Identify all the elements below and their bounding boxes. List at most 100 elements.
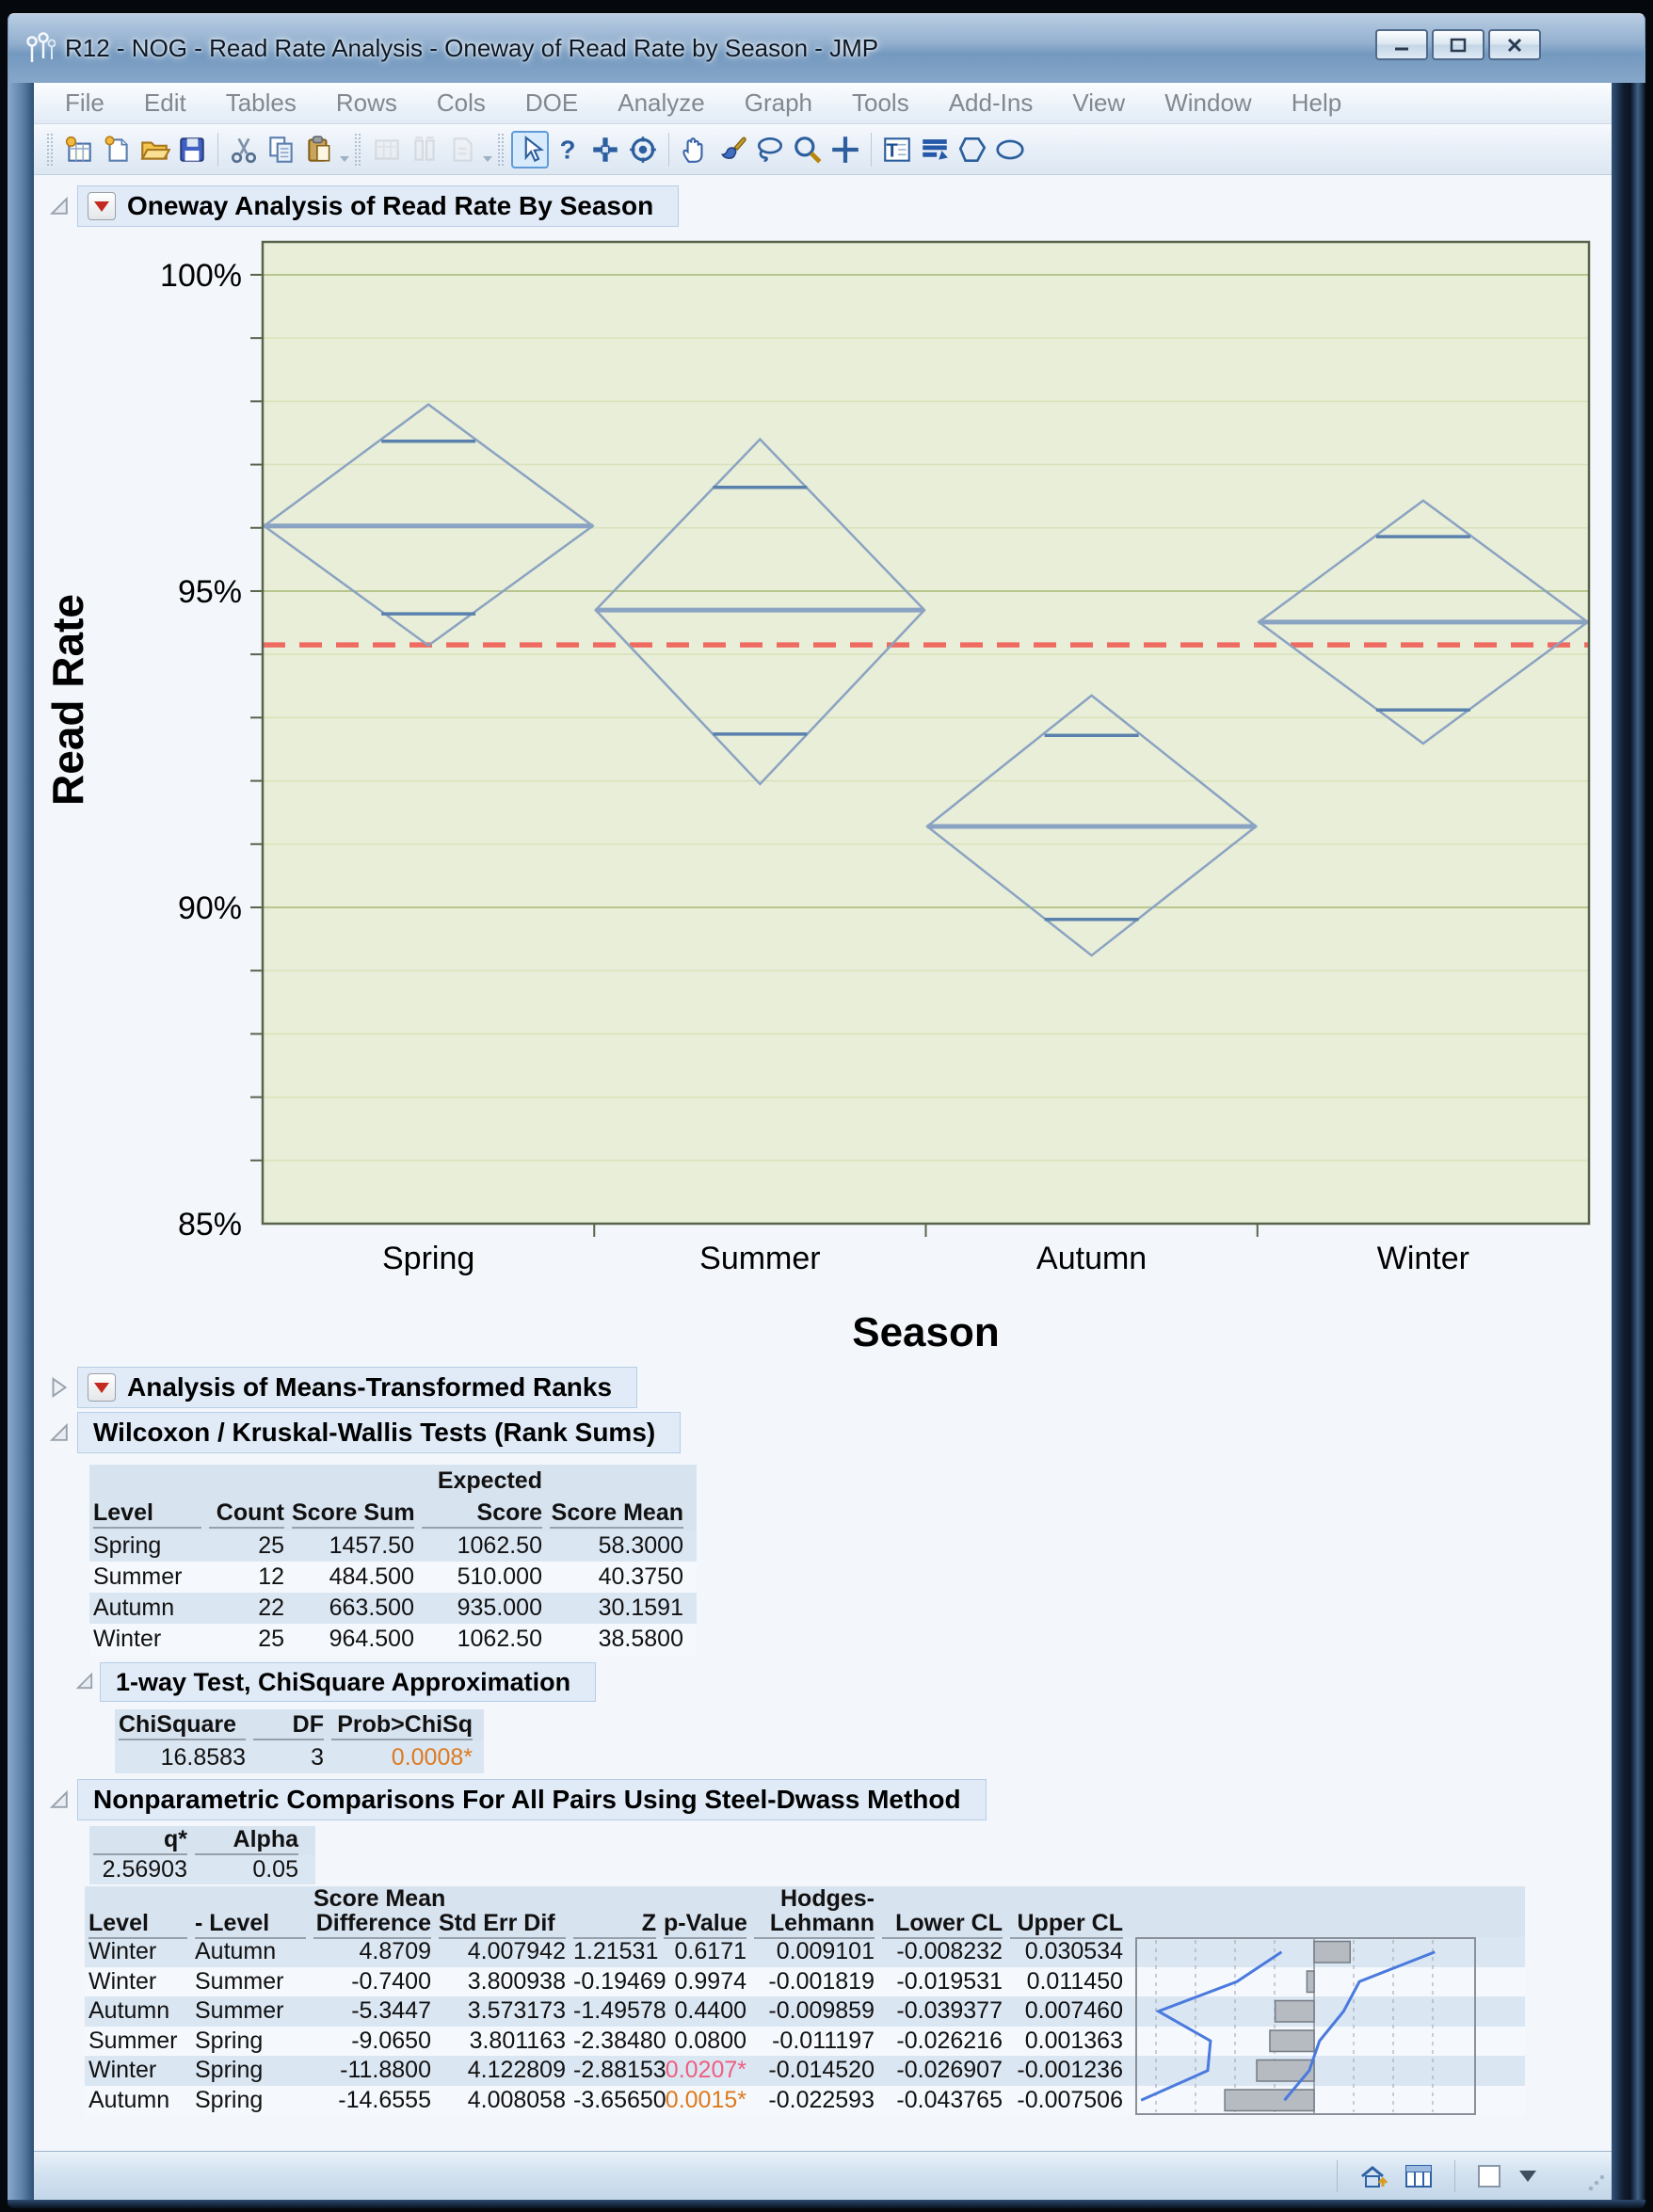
- steel-dwass-comparison-plot[interactable]: [1135, 1937, 1476, 2115]
- table-cell: 663.500: [329, 1595, 414, 1621]
- toolbar-group-handle[interactable]: [355, 133, 361, 166]
- column-header-score-mean: Score Mean: [550, 1499, 683, 1529]
- menu-item-file[interactable]: File: [65, 88, 104, 117]
- table-cell: 0.011450: [1026, 1967, 1123, 1995]
- toolbar-overflow-chevron[interactable]: [481, 134, 492, 166]
- svg-text:Spring: Spring: [382, 1241, 474, 1276]
- polygon-annotation-icon[interactable]: [954, 131, 991, 168]
- table-cell: -0.039377: [896, 1997, 1003, 2025]
- close-button[interactable]: [1488, 29, 1541, 60]
- section-header-steel-dwass[interactable]: Nonparametric Comparisons For All Pairs …: [77, 1779, 987, 1820]
- menu-item-graph[interactable]: Graph: [744, 88, 813, 117]
- data-table-icon[interactable]: [1402, 2159, 1436, 2193]
- table-cell: Winter: [88, 2057, 157, 2084]
- svg-text:Season: Season: [852, 1309, 1000, 1355]
- section-title-chisq: 1-way Test, ChiSquare Approximation: [116, 1667, 571, 1696]
- arrow-cursor-icon[interactable]: [511, 130, 549, 168]
- title-bar[interactable]: R12 - NOG - Read Rate Analysis - Oneway …: [8, 13, 1645, 83]
- column-header-lower-cl: Lower CL: [882, 1910, 1003, 1939]
- menu-item-rows[interactable]: Rows: [335, 88, 397, 117]
- status-dropdown-arrow[interactable]: [1519, 2170, 1536, 2182]
- table-cell: 0.4400: [674, 1997, 746, 2025]
- new-data-table-icon[interactable]: [60, 131, 98, 168]
- table-cell: -0.022593: [768, 2086, 875, 2113]
- svg-text:85%: 85%: [178, 1207, 242, 1242]
- disclosure-open-icon[interactable]: [47, 194, 72, 218]
- help-question-icon[interactable]: ?: [549, 131, 586, 168]
- table-row: 16.8583 3 0.0008*: [115, 1741, 484, 1773]
- toolbar-separator: [668, 132, 669, 167]
- open-folder-icon[interactable]: [136, 131, 173, 168]
- column-header-hodges-line1: Hodges-: [780, 1884, 875, 1912]
- menu-item-analyze[interactable]: Analyze: [618, 88, 705, 117]
- table-cell: 22: [258, 1595, 284, 1621]
- disclosure-open-icon[interactable]: [73, 1670, 98, 1694]
- minimize-button[interactable]: [1375, 29, 1428, 60]
- crosshair-plus-icon[interactable]: [826, 131, 864, 168]
- toolbar-overflow-chevron[interactable]: [338, 134, 349, 166]
- table-cell: Summer: [88, 2027, 178, 2054]
- save-icon[interactable]: [173, 131, 211, 168]
- magnifier-icon[interactable]: [789, 131, 826, 168]
- menu-item-window[interactable]: Window: [1164, 88, 1252, 117]
- menu-item-tools[interactable]: Tools: [852, 88, 909, 117]
- toolbar-separator: [871, 132, 872, 167]
- section-header-anom[interactable]: Analysis of Means-Transformed Ranks: [77, 1367, 638, 1408]
- menu-item-cols[interactable]: Cols: [436, 88, 486, 117]
- table-cell: -11.8800: [340, 2057, 431, 2084]
- maximize-button[interactable]: [1432, 29, 1484, 60]
- column-header-chisquare: ChiSquare: [119, 1711, 246, 1740]
- svg-text:90%: 90%: [178, 890, 242, 926]
- lines-annotation-icon[interactable]: [916, 131, 954, 168]
- lasso-icon[interactable]: [751, 131, 789, 168]
- table-cell: 510.000: [457, 1563, 542, 1590]
- table-cell: -0.026216: [896, 2027, 1003, 2054]
- section-header-oneway[interactable]: Oneway Analysis of Read Rate By Season: [77, 185, 680, 227]
- disclosure-open-icon[interactable]: [47, 1420, 72, 1445]
- red-triangle-menu-button[interactable]: [88, 192, 116, 220]
- resize-grip[interactable]: [1587, 2175, 1604, 2192]
- column-header-std-err-dif: Std Err Dif: [439, 1910, 566, 1939]
- table-row: Summer 12 484.500 510.000 40.3750: [89, 1562, 697, 1593]
- section-header-chisq[interactable]: 1-way Test, ChiSquare Approximation: [100, 1662, 597, 1702]
- copy-icon[interactable]: [263, 131, 300, 168]
- column-header-alpha: Alpha: [195, 1826, 298, 1855]
- grabber-hand-icon[interactable]: [676, 131, 714, 168]
- red-triangle-menu-button[interactable]: [88, 1373, 116, 1402]
- menu-item-tables[interactable]: Tables: [225, 88, 297, 117]
- window-frame-right: [1612, 83, 1645, 2200]
- toolbar-group-handle[interactable]: [498, 133, 504, 166]
- target-circle-icon[interactable]: [624, 131, 662, 168]
- new-window-icon[interactable]: [98, 131, 136, 168]
- table-cell: Summer: [195, 1967, 284, 1995]
- disclosure-collapsed-icon[interactable]: [47, 1375, 72, 1400]
- table-cell: 30.1591: [598, 1595, 683, 1621]
- paint-brush-icon[interactable]: [714, 131, 751, 168]
- table-cell: 0.009101: [776, 1938, 875, 1965]
- paste-icon[interactable]: [300, 131, 338, 168]
- toolbar: ? T: [34, 124, 1612, 175]
- table-cell: 58.3000: [598, 1532, 683, 1559]
- disclosure-open-icon[interactable]: [47, 1787, 72, 1812]
- section-header-wilcoxon[interactable]: Wilcoxon / Kruskal-Wallis Tests (Rank Su…: [77, 1412, 682, 1453]
- menu-item-edit[interactable]: Edit: [143, 88, 186, 117]
- menu-item-doe[interactable]: DOE: [524, 88, 579, 117]
- table-cell: Summer: [195, 1997, 284, 2025]
- home-window-icon[interactable]: [1356, 2159, 1390, 2193]
- move-cross-icon[interactable]: [586, 131, 624, 168]
- oval-annotation-icon[interactable]: [991, 131, 1029, 168]
- table-cell: -0.011197: [772, 2027, 875, 2054]
- table-cell: 0.007460: [1024, 1997, 1123, 2025]
- text-annotation-icon[interactable]: T: [878, 131, 916, 168]
- menu-item-help[interactable]: Help: [1291, 88, 1342, 117]
- toolbar-group-handle[interactable]: [47, 133, 53, 166]
- menu-item-add-ins[interactable]: Add-Ins: [948, 88, 1034, 117]
- column-header-q-star: q*: [93, 1826, 187, 1855]
- menu-item-view[interactable]: View: [1072, 88, 1126, 117]
- table-cell: 1457.50: [329, 1532, 414, 1559]
- svg-text:95%: 95%: [178, 574, 242, 610]
- cut-icon[interactable]: [225, 131, 263, 168]
- status-checkbox[interactable]: [1478, 2164, 1501, 2188]
- table-cell: 3.800938: [467, 1967, 566, 1995]
- oneway-means-diamond-plot[interactable]: Spring Summer Autumn Winter 100% 95% 90% 85% Sea…: [34, 231, 1600, 1374]
